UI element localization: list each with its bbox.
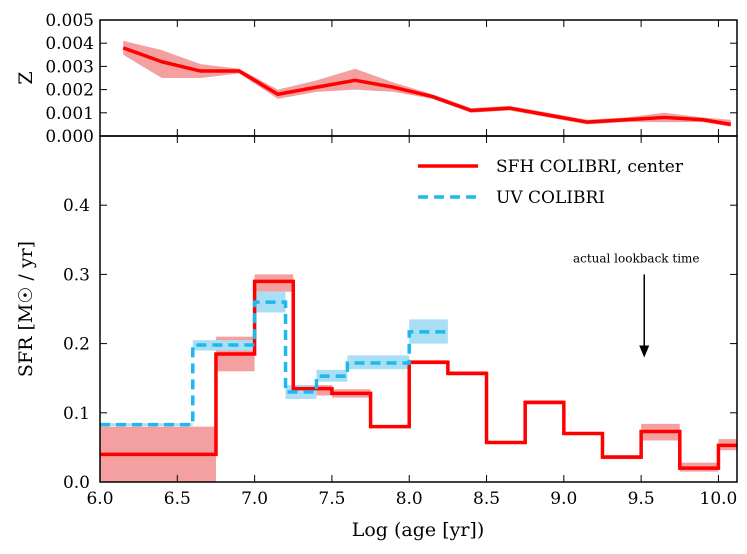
bottom-x-ticks: 6.0 6.5 7.0 7.5 8.0 8.5 9.0 9.5 10.0 [86, 136, 737, 509]
top-y-tick-label: 0.000 [45, 127, 94, 147]
z-uncertainty-band [123, 40, 731, 127]
top-panel: 0.000 0.001 0.002 0.003 0.004 0.005 Z [15, 11, 738, 147]
bottom-x-tick-label: 10.0 [700, 489, 738, 509]
legend-label-sfh: SFH COLIBRI, center [496, 157, 684, 177]
legend: SFH COLIBRI, center UV COLIBRI [418, 157, 684, 208]
annotation-lookback: actual lookback time [573, 251, 700, 358]
uv-band-bin [192, 340, 255, 351]
z-line-series [122, 46, 732, 127]
top-y-tick-label: 0.002 [45, 81, 94, 101]
bottom-x-tick-label: 9.5 [628, 489, 655, 509]
uv-step-line [100, 300, 448, 427]
z-line [122, 46, 732, 127]
bottom-panel: 0.0 0.1 0.2 0.3 0.4 6.0 6.5 7.0 7.5 8.0 8.5 9.0 9.5… [15, 135, 738, 541]
top-y-tick-label: 0.005 [45, 11, 94, 31]
bottom-y-ticks: 0.0 0.1 0.2 0.3 0.4 [63, 196, 737, 493]
bottom-x-tick-label: 7.5 [318, 489, 345, 509]
x-axis-label: Log (age [yr]) [352, 519, 485, 541]
bottom-x-tick-label: 7.0 [241, 489, 268, 509]
bottom-y-axis-label: SFR [M☉ / yr] [15, 241, 37, 377]
uv-band-bin [100, 423, 193, 426]
bottom-y-tick-label: 0.3 [63, 265, 90, 285]
bottom-panel-frame [99, 135, 738, 483]
legend-label-uv: UV COLIBRI [496, 188, 605, 208]
uv-band-bin [316, 369, 348, 382]
top-y-ticks: 0.000 0.001 0.002 0.003 0.004 0.005 [45, 11, 737, 147]
top-y-tick-label: 0.003 [45, 57, 94, 77]
bottom-x-tick-label: 8.5 [473, 489, 500, 509]
bottom-y-tick-label: 0.1 [63, 404, 90, 424]
top-y-tick-label: 0.001 [45, 104, 94, 124]
bottom-x-tick-label: 9.0 [550, 489, 577, 509]
top-y-axis-label: Z [15, 71, 37, 84]
bottom-x-tick-label: 6.5 [164, 489, 191, 509]
annotation-text: actual lookback time [573, 251, 700, 265]
sfh-step-line [100, 279, 737, 470]
annotation-arrow-head [639, 345, 650, 358]
z-band [123, 40, 731, 127]
sfr-step-series [100, 279, 737, 470]
bottom-x-tick-label: 8.0 [396, 489, 423, 509]
bottom-y-tick-label: 0.0 [63, 473, 90, 493]
bottom-x-tick-label: 6.0 [86, 489, 113, 509]
top-y-tick-label: 0.004 [45, 34, 94, 54]
bottom-y-tick-label: 0.2 [63, 335, 90, 355]
top-x-ticks [99, 20, 719, 136]
bottom-y-tick-label: 0.4 [63, 196, 90, 216]
